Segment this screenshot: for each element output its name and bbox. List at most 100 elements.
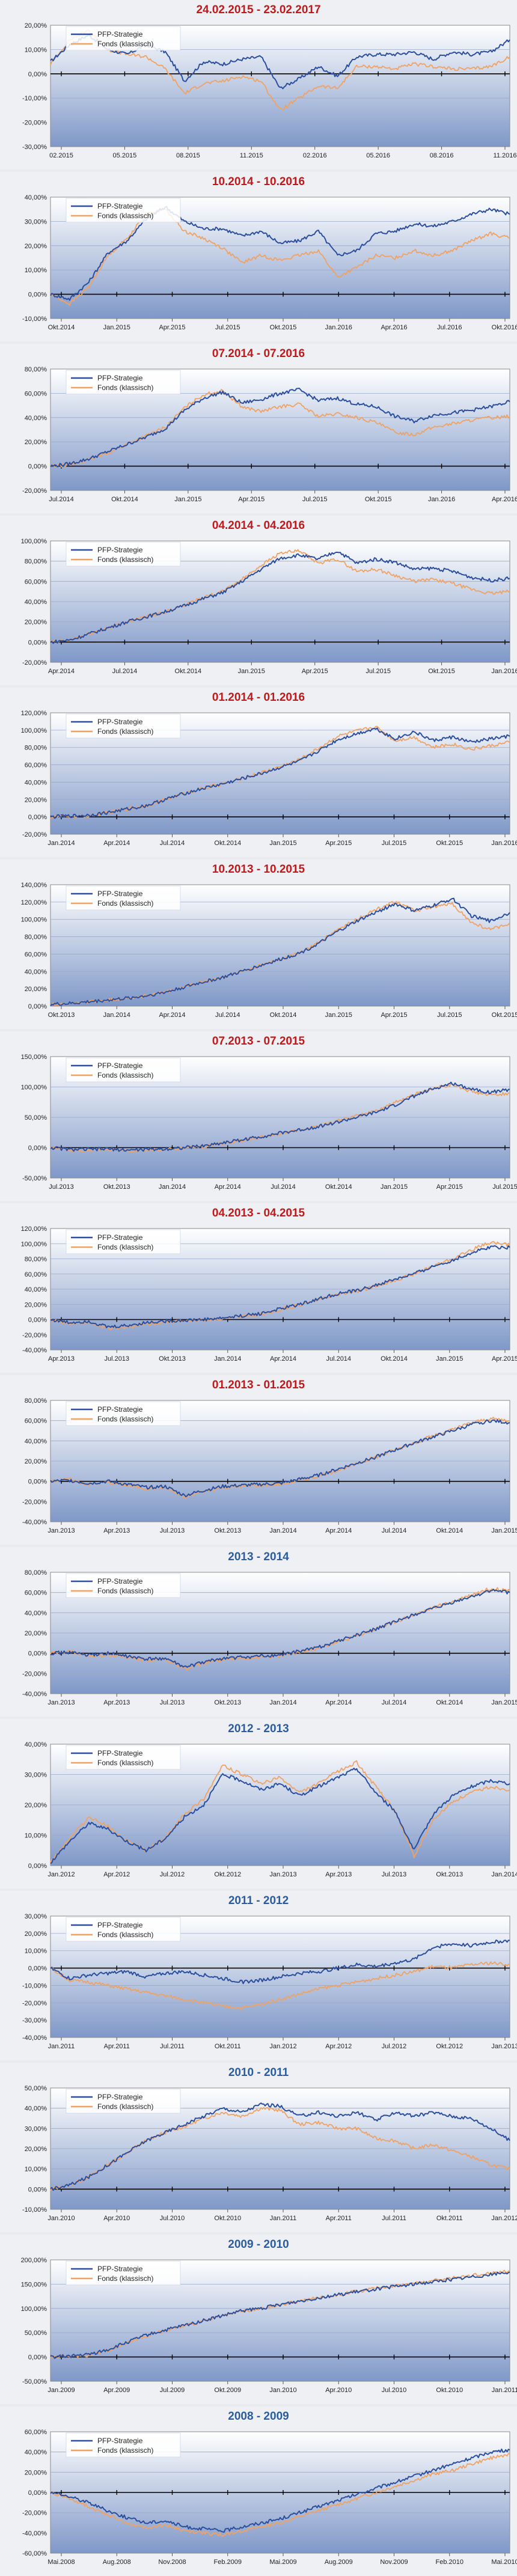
y-tick-label: 20,00%	[25, 1802, 47, 1809]
x-tick-label: Jul.2015	[382, 840, 407, 847]
legend-box	[66, 713, 181, 739]
x-tick-label: Jul.2015	[492, 1183, 517, 1191]
legend-box	[66, 2432, 181, 2458]
y-tick-label: 0,00%	[28, 639, 47, 646]
chart-svg: 01.2013 - 01.2015 -40,00% -20,00% 0,00% 20,0…	[22, 1379, 517, 1534]
x-tick-label: Okt.2013	[214, 1527, 241, 1534]
y-tick-label: 40,00%	[25, 2105, 47, 2113]
series-line-fund	[50, 208, 510, 306]
x-tick-label: Okt.2012	[436, 2043, 463, 2050]
legend-label: PFP-Strategie	[97, 546, 143, 554]
y-tick-label: 40,00%	[25, 1438, 47, 1445]
chart-panel: 10.2014 - 10.2016 -10,00% 0,00% 10,00% 20,00…	[0, 172, 517, 341]
y-tick-label: 30,00%	[25, 2125, 47, 2132]
y-tick-label: -40,00%	[22, 1691, 47, 1698]
x-tick-label: Okt.2015	[365, 496, 392, 503]
x-tick-label: Jul.2015	[215, 324, 240, 331]
chart-title: 2010 - 2011	[228, 2066, 289, 2079]
y-tick-label: -20,00%	[22, 1332, 47, 1339]
y-tick-label: 60,00%	[25, 1590, 47, 1597]
legend-label: PFP-Strategie	[97, 1061, 143, 1070]
y-tick-label: -20,00%	[22, 659, 47, 667]
y-tick-label: 40,00%	[25, 599, 47, 606]
y-tick-label: 20,00%	[25, 2146, 47, 2153]
x-tick-label: Jan.2012	[47, 1871, 75, 1878]
y-tick-label: 80,00%	[25, 558, 47, 566]
y-tick-label: 30,00%	[25, 1772, 47, 1779]
x-tick-label: Apr.2014	[103, 840, 130, 847]
chart-panel: 2013 - 2014 -40,00% -20,00% 0,00% 20,00% 40,0…	[0, 1547, 517, 1717]
chart-svg: 07.2014 - 07.2016 -20,00% 0,00% 20,00% 40,00…	[22, 347, 517, 503]
x-tick-label: Jul.2015	[366, 668, 391, 675]
x-tick-label: Jan.2016	[491, 668, 517, 675]
legend-label: Fonds (klassisch)	[97, 2446, 153, 2455]
x-tick-label: 05.2015	[113, 152, 137, 159]
x-tick-label: Okt.2010	[214, 2215, 241, 2222]
x-tick-label: Jul.2013	[160, 1699, 185, 1706]
x-tick-label: Jan.2016	[428, 496, 455, 503]
chart-title: 01.2013 - 01.2015	[212, 1379, 305, 1391]
y-tick-label: 50,00%	[25, 2085, 47, 2092]
y-tick-label: -40,00%	[22, 1347, 47, 1354]
y-tick-label: 0,00%	[28, 1650, 47, 1658]
chart-svg: 2009 - 2010 -50,00% 0,00% 50,00% 100,00% 150,…	[21, 2238, 517, 2394]
y-tick-label: 100,00%	[21, 1084, 47, 1091]
legend-label: PFP-Strategie	[97, 1577, 143, 1586]
series-line-strategy	[50, 2448, 510, 2533]
legend-box	[66, 26, 181, 51]
y-tick-label: 10,00%	[25, 1833, 47, 1840]
y-tick-label: 40,00%	[25, 415, 47, 422]
x-tick-label: Apr.2014	[215, 1183, 241, 1191]
x-tick-label: Jul.2014	[271, 1183, 296, 1191]
chart-panel: 2009 - 2010 -50,00% 0,00% 50,00% 100,00% 150,…	[0, 2235, 517, 2404]
series-line-strategy	[50, 1419, 510, 1498]
x-tick-label: Jan.2010	[47, 2215, 75, 2222]
legend-label: Fonds (klassisch)	[97, 899, 153, 908]
x-tick-label: Jan.2014	[491, 1871, 517, 1878]
y-tick-label: 50,00%	[25, 2330, 47, 2337]
x-tick-label: Okt.2014	[436, 1699, 463, 1706]
y-tick-label: 10,00%	[25, 267, 47, 274]
chart-title: 2008 - 2009	[228, 2410, 289, 2423]
x-tick-label: Okt.2011	[215, 2043, 241, 2050]
legend-box	[66, 1057, 181, 1082]
chart-svg: 07.2013 - 07.2015 -50,00% 0,00% 50,00% 100,0…	[21, 1035, 517, 1191]
x-tick-label: Okt.2014	[325, 1183, 352, 1191]
x-tick-label: Apr.2011	[326, 2215, 352, 2222]
x-tick-label: Jul.2011	[382, 2215, 406, 2222]
y-tick-label: 0,00%	[28, 291, 47, 299]
series-line-strategy	[50, 1589, 510, 1668]
y-tick-label: 60,00%	[25, 1271, 47, 1278]
chart-svg: 04.2013 - 04.2015 -40,00% -20,00% 0,00% 20,0…	[21, 1207, 517, 1363]
x-tick-label: Jan.2013	[47, 1699, 75, 1706]
legend-box	[66, 1917, 181, 1942]
legend-label: Fonds (klassisch)	[97, 1243, 153, 1251]
legend-label: Fonds (klassisch)	[97, 2102, 153, 2111]
series-line-strategy	[50, 2271, 510, 2359]
series-line-fund	[50, 2453, 510, 2537]
y-tick-label: 20,00%	[25, 2469, 47, 2476]
y-tick-label: 80,00%	[25, 366, 47, 373]
chart-title: 10.2014 - 10.2016	[212, 175, 305, 188]
y-tick-label: -20,00%	[22, 1670, 47, 1677]
x-tick-label: Apr.2015	[436, 1183, 463, 1191]
x-tick-label: 02.2015	[49, 152, 73, 159]
x-tick-label: Apr.2013	[325, 1871, 352, 1878]
y-tick-label: 60,00%	[25, 2429, 47, 2436]
x-tick-label: Jul.2011	[160, 2043, 185, 2050]
x-tick-label: Okt.2010	[436, 2387, 463, 2394]
x-tick-label: Jul.2010	[382, 2387, 407, 2394]
legend-label: Fonds (klassisch)	[97, 40, 153, 48]
legend-label: PFP-Strategie	[97, 2265, 143, 2273]
x-tick-label: Okt.2014	[175, 668, 202, 675]
x-tick-label: Okt.2011	[436, 2215, 463, 2222]
y-tick-label: 80,00%	[25, 934, 47, 941]
chart-panel: 2008 - 2009 -60,00% -40,00% -20,00% 0,00% 20,…	[0, 2407, 517, 2576]
x-tick-label: Jul.2014	[112, 668, 138, 675]
x-tick-label: Jul.2013	[160, 1527, 185, 1534]
chart-title: 07.2014 - 07.2016	[212, 347, 305, 360]
y-tick-label: -20,00%	[22, 831, 47, 838]
y-tick-label: 0,00%	[28, 1965, 47, 1973]
x-tick-label: Jan.2012	[269, 2043, 296, 2050]
